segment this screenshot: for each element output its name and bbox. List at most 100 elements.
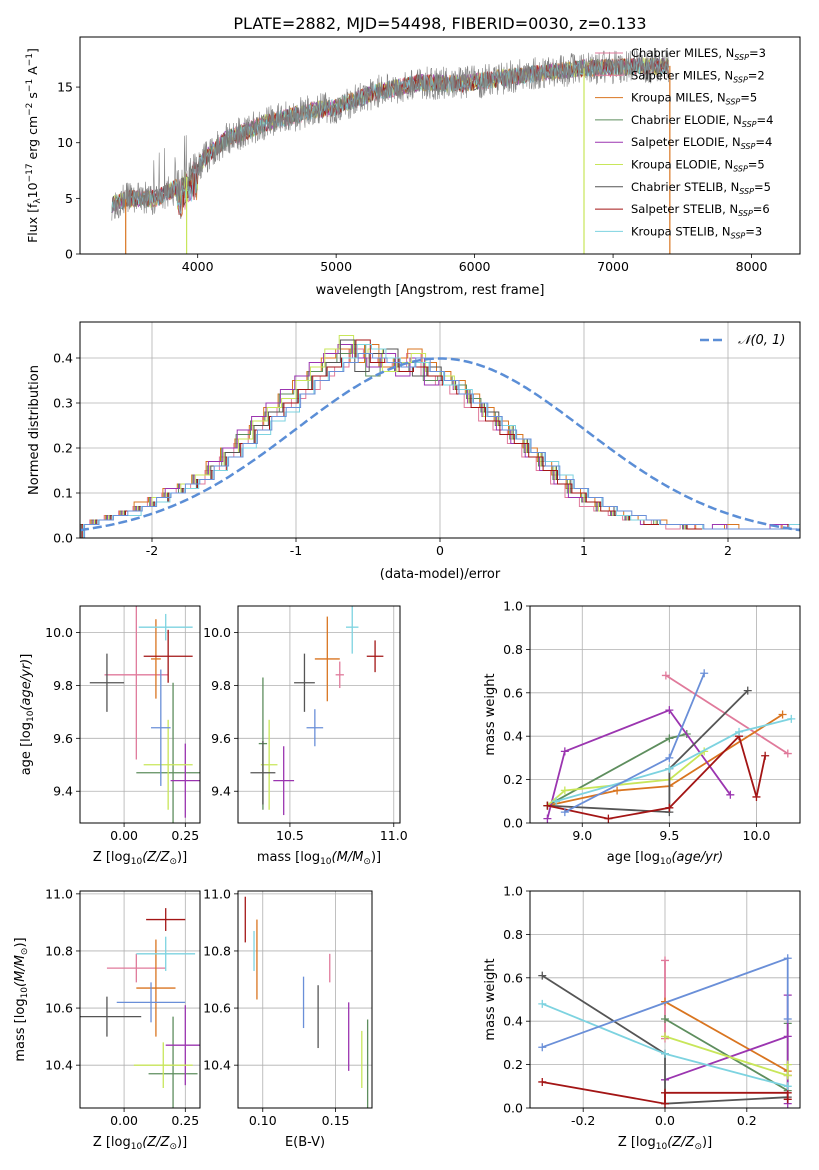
legend-label: Chabrier ELODIE, NSSP=4 (631, 113, 773, 129)
x-tick-label: 0.0 (655, 1113, 675, 1128)
axes-frame (529, 605, 801, 824)
weight-marker (661, 1088, 669, 1097)
weight-marker (543, 801, 552, 810)
y-axis-label: age [log10(age/yr)] (19, 654, 36, 776)
weight-marker (783, 954, 792, 963)
x-tick-label: 0.15 (322, 1113, 350, 1128)
y-tick-label: 0.0 (53, 531, 73, 546)
x-tick-label: 7000 (597, 259, 629, 274)
x-tick-label: 6000 (459, 259, 491, 274)
weight-marker (726, 790, 735, 799)
error-bars (250, 606, 384, 816)
y-tick-label: 10 (57, 135, 73, 150)
weight-marker (665, 764, 674, 773)
x-tick-label: 8000 (736, 259, 768, 274)
y-tick-label: 0 (65, 247, 73, 262)
normal-curve (79, 357, 801, 532)
y-tick-label: 0.8 (503, 927, 523, 942)
x-tick-label: -1 (290, 543, 302, 558)
weight-marker (752, 792, 761, 801)
y-tick-label: 9.6 (211, 731, 231, 746)
y-tick-label: 0.4 (503, 729, 523, 744)
weight-marker (613, 786, 622, 795)
weight-marker (778, 710, 787, 719)
weight-marker (783, 1071, 792, 1080)
weight-marker (783, 749, 792, 758)
y-tick-label: 0.2 (53, 441, 73, 456)
legend-label: Chabrier STELIB, NSSP=5 (631, 180, 771, 196)
y-tick-label: 10.8 (45, 943, 73, 958)
weight-marker (783, 1082, 792, 1091)
mass-vs-z-panel: 0.00 0.25 10.4 10.6 10.8 11.0 Z [log10(Z/Z⊙)] m… (13, 886, 201, 1152)
weight-marker (783, 1060, 792, 1069)
y-tick-label: 10.6 (203, 1001, 231, 1016)
massweight-vs-z-panel: -0.2 0.0 0.2 0.0 0.2 0.4 0.6 0.8 1.0 mass weight Z… (483, 884, 801, 1152)
y-tick-label: 10.0 (203, 625, 231, 640)
histogram-series (83, 344, 800, 538)
y-tick-label: 10.8 (203, 943, 231, 958)
weight-line (555, 717, 792, 803)
weight-marker (604, 814, 613, 823)
legend-label: 𝒩(0, 1) (738, 333, 785, 348)
x-tick-label: 1 (580, 543, 588, 558)
y-tick-label: 9.4 (211, 784, 231, 799)
histogram-series (80, 348, 796, 530)
weight-marker (661, 671, 670, 680)
x-tick-label: -2 (146, 543, 158, 558)
model-spectrum (111, 57, 669, 219)
spectrum-panel: 4000 5000 6000 7000 8000 0 5 10 15 Chabrier MILES… (25, 36, 801, 298)
error-bars (89, 606, 200, 823)
y-tick-label: 10.4 (203, 1058, 231, 1073)
weight-marker (552, 797, 561, 806)
y-tick-label: 11.0 (203, 886, 231, 901)
y-tick-label: 0.6 (503, 970, 523, 985)
age-vs-mass-panel: 10.5 11.0 9.4 9.6 9.8 10.0 mass [log10(M/M⊙)] (203, 605, 408, 867)
weight-marker (661, 1032, 669, 1041)
y-tick-label: 0.4 (503, 1014, 523, 1029)
y-tick-label: 1.0 (503, 884, 523, 899)
y-tick-label: 0.3 (53, 396, 73, 411)
legend-label: Salpeter STELIB, NSSP=6 (631, 202, 770, 218)
x-tick-label: 5000 (320, 259, 352, 274)
weight-marker (783, 1032, 792, 1041)
weight-marker (560, 786, 569, 795)
y-tick-label: 1.0 (503, 599, 523, 614)
x-tick-label: 0 (436, 543, 444, 558)
x-tick-label: 0.2 (737, 1113, 757, 1128)
residuals-panel: -2 -1 0 1 2 0.0 0.1 0.2 0.3 0.4 𝒩(0, 1) (data-model… (27, 321, 801, 582)
weight-marker (783, 1015, 792, 1024)
axes-frame (237, 890, 373, 1109)
x-tick-label: -0.2 (571, 1113, 595, 1128)
x-tick-label: 0.00 (110, 1113, 138, 1128)
weight-marker (661, 1099, 669, 1108)
x-tick-label: 4000 (182, 259, 214, 274)
x-axis-label: (data-model)/error (380, 567, 501, 582)
massweight-vs-age-panel: 9.0 9.5 10.0 0.0 0.2 0.4 0.6 0.8 1.0 mass weight a… (483, 599, 801, 867)
error-bars (80, 908, 200, 1108)
y-tick-label: 0.1 (53, 486, 73, 501)
histogram-series (84, 353, 800, 538)
y-tick-label: 0.6 (503, 685, 523, 700)
weight-line (547, 689, 749, 814)
x-tick-label: 0.00 (110, 828, 138, 843)
axes-frame (529, 890, 801, 1109)
weight-marker (543, 814, 552, 823)
y-tick-label: 10.0 (45, 625, 73, 640)
legend-label: Kroupa MILES, NSSP=5 (631, 91, 757, 107)
weight-marker (665, 734, 674, 743)
x-axis-label: Z [log10(Z/Z⊙)] (93, 1135, 187, 1152)
age-vs-z-panel: 0.00 0.25 9.4 9.6 9.8 10.0 Z [log10(Z/Z⊙)] age … (19, 605, 201, 867)
histogram-series (80, 344, 797, 530)
histogram-series (80, 344, 799, 530)
y-tick-label: 0.0 (503, 1101, 523, 1116)
x-tick-label: 10.0 (743, 828, 771, 843)
legend-label: Kroupa STELIB, NSSP=3 (631, 224, 762, 240)
y-axis-label: Normed distribution (27, 365, 42, 495)
weight-marker (538, 1043, 547, 1052)
axes-frame (79, 36, 801, 255)
weight-marker (787, 714, 796, 723)
weight-marker (560, 808, 569, 817)
x-axis-label: E(B-V) (285, 1135, 325, 1150)
histogram-series (80, 339, 800, 538)
